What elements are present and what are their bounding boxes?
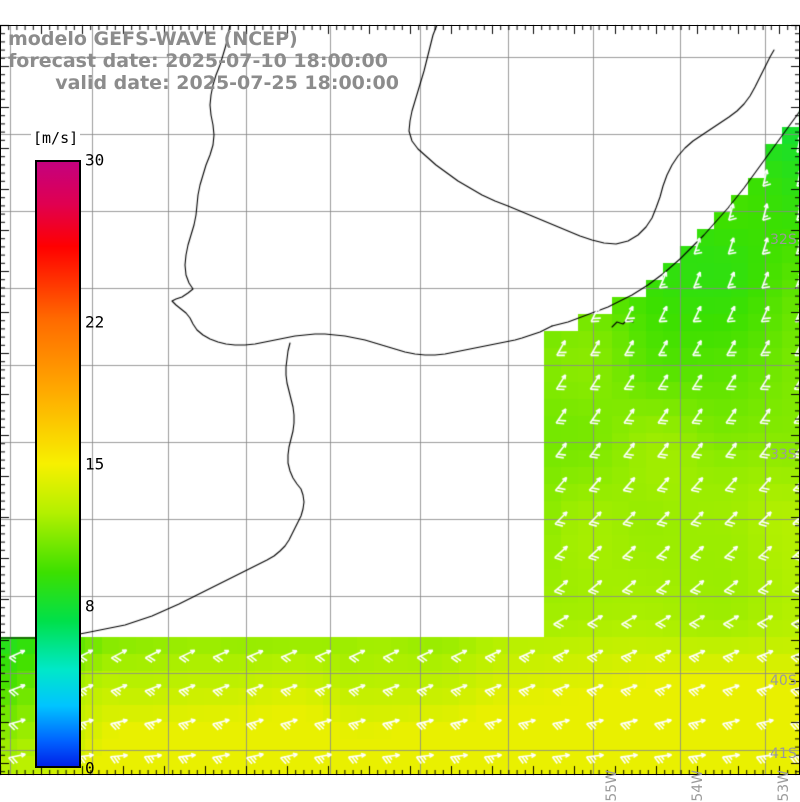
frame-left-edge [0, 25, 1, 775]
colorbar-unit-label: [m/s] [31, 129, 81, 147]
wind-barb-overlay [0, 25, 800, 775]
colorbar-gradient [35, 160, 81, 768]
frame-bottom-edge [0, 774, 800, 775]
colorbar-tick-0: 0 [85, 758, 95, 778]
colorbar-tick-15: 15 [85, 454, 105, 474]
map-plot-area[interactable] [0, 25, 800, 775]
colorbar-tick-8: 8 [85, 596, 95, 616]
frame-top-edge [0, 25, 800, 26]
colorbar-tick-22: 22 [85, 312, 105, 332]
colorbar-tick-30: 30 [85, 150, 105, 170]
colorbar[interactable] [35, 160, 81, 768]
